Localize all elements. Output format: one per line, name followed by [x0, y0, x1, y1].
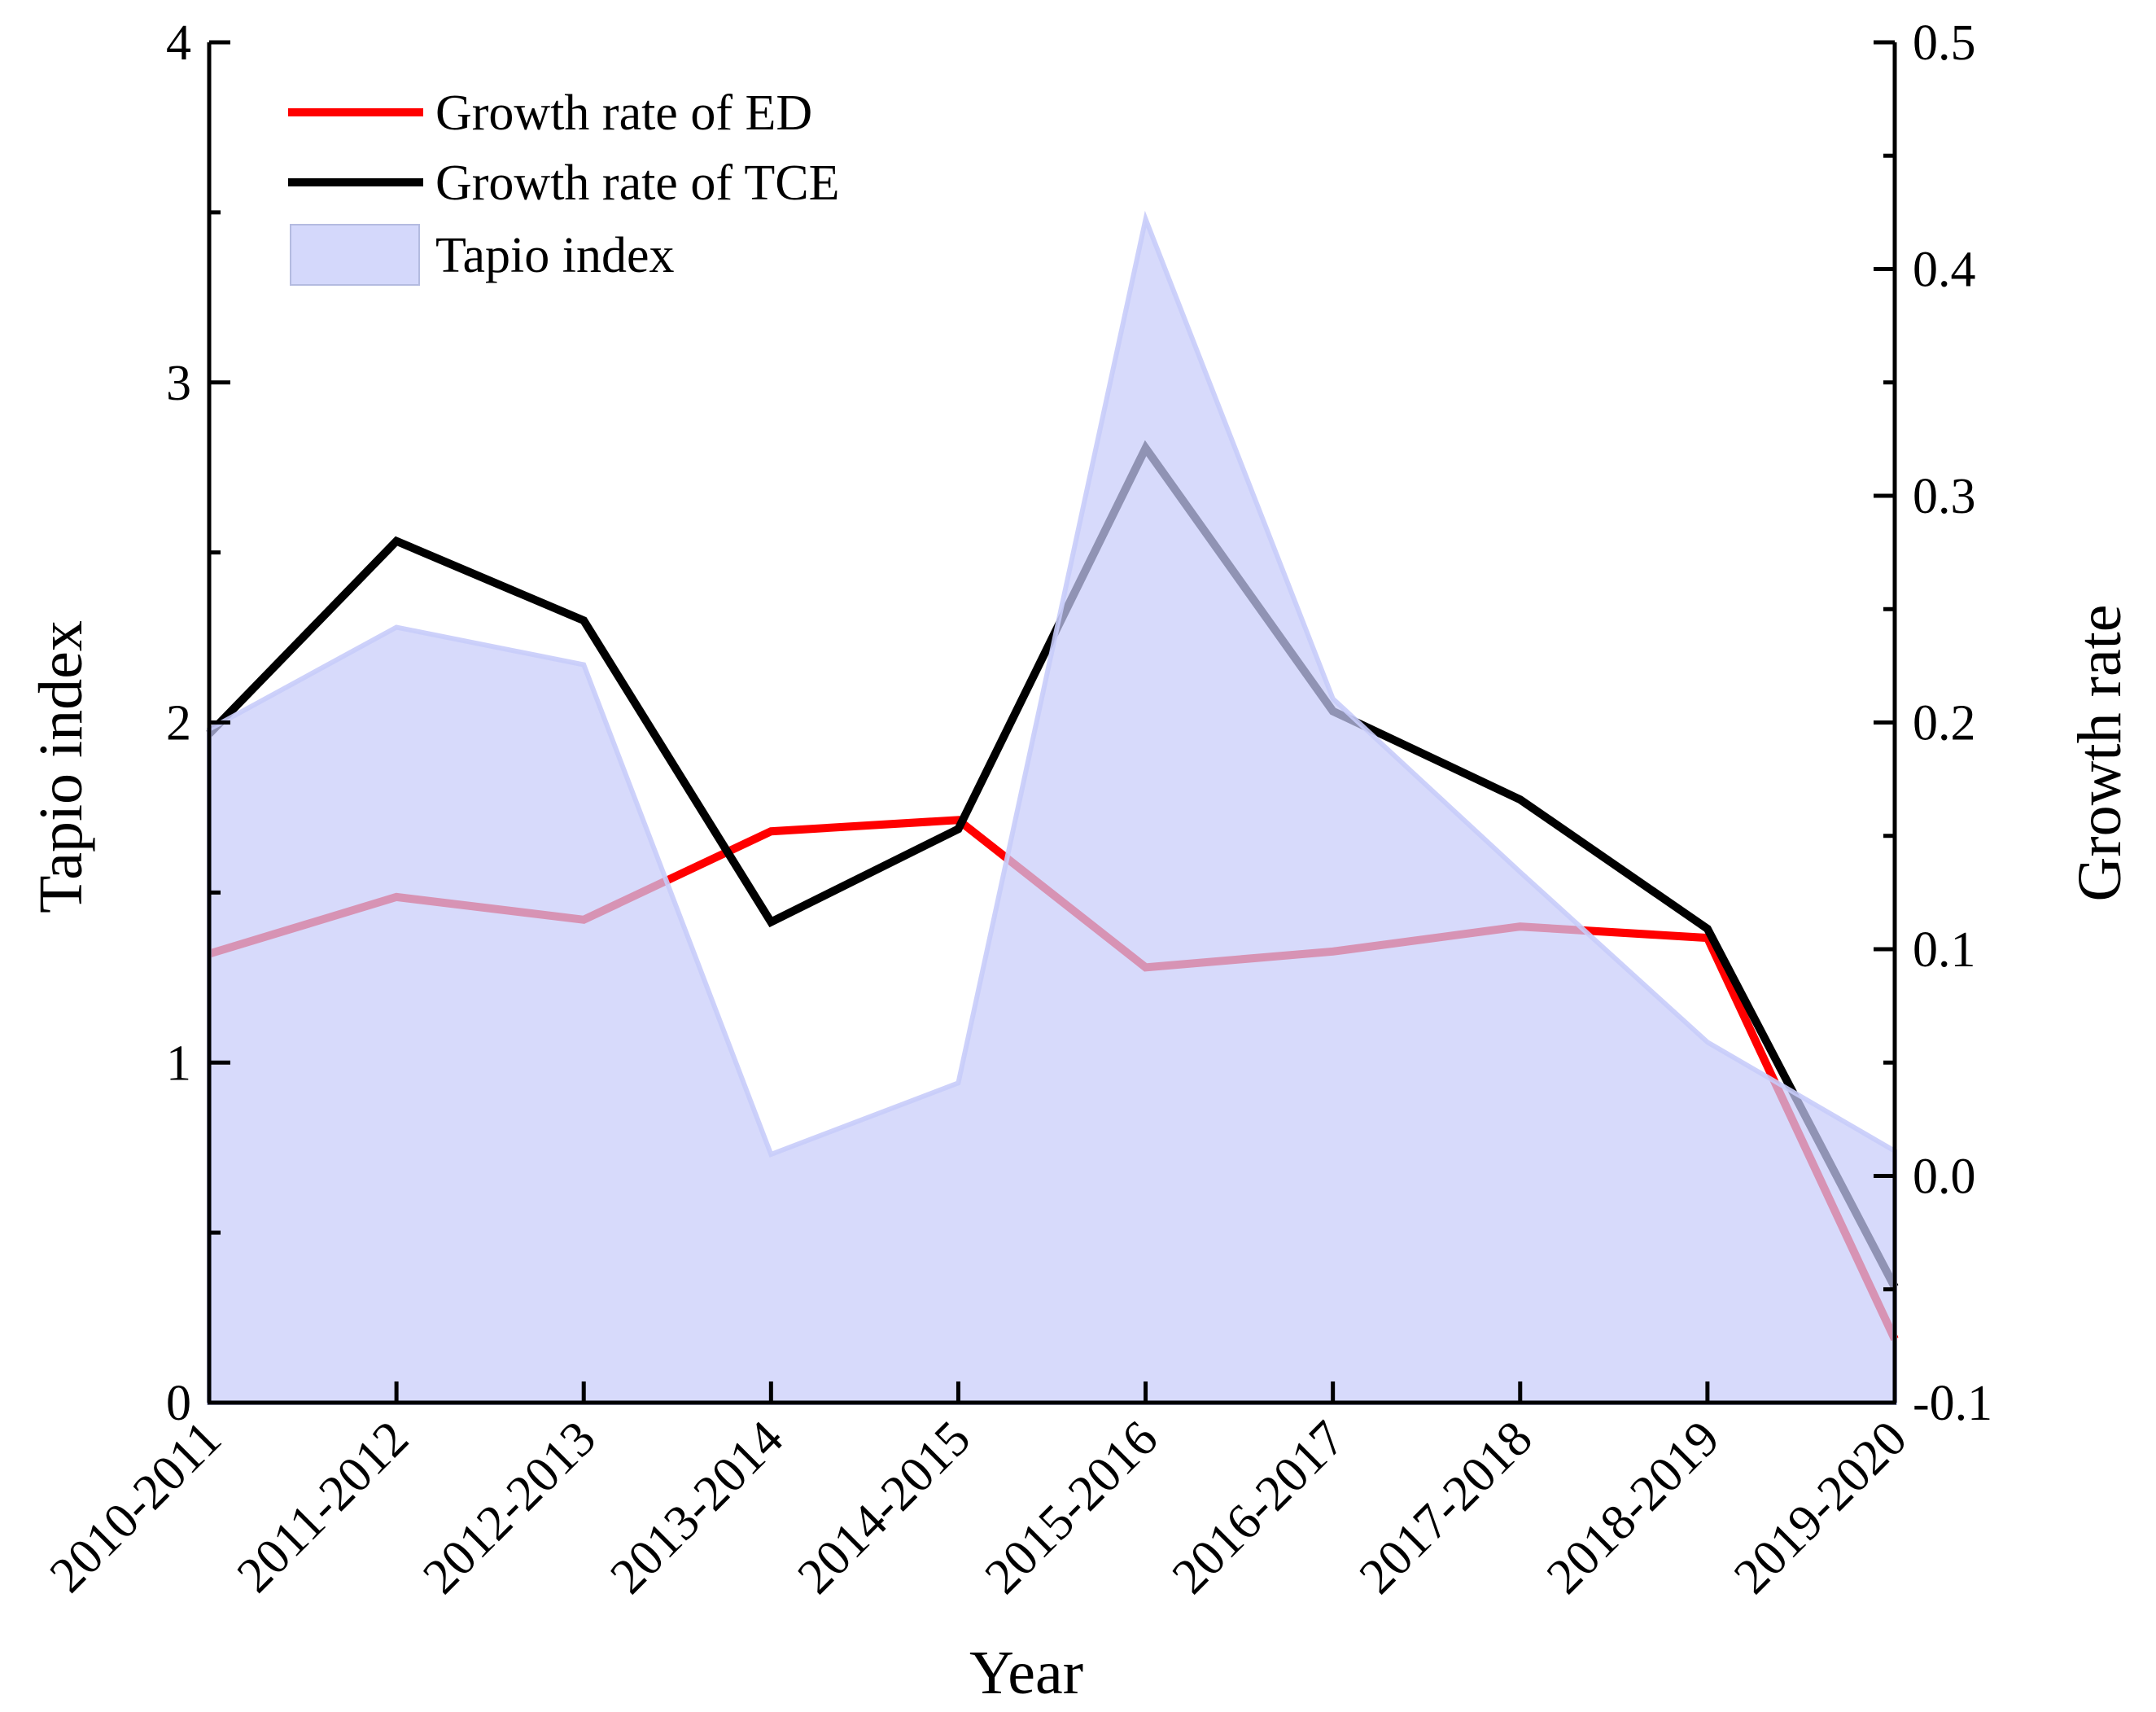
legend-swatch-tapio — [290, 224, 420, 286]
tapio-area — [207, 210, 1897, 1405]
legend-label-tce: Growth rate of TCE — [435, 155, 839, 211]
right-tick-label: 0.0 — [1913, 1149, 1976, 1205]
right-tick-label: 0.5 — [1913, 15, 1976, 71]
x-tick-label: 2010-2011 — [39, 1411, 231, 1603]
x-tick-label: 2013-2014 — [600, 1411, 794, 1605]
right-tick-label: -0.1 — [1913, 1376, 1992, 1431]
right-tick-label: 0.1 — [1913, 922, 1976, 978]
left-tick-label: 2 — [166, 696, 191, 751]
legend-label-ed: Growth rate of ED — [435, 85, 812, 141]
x-tick-label: 2012-2013 — [413, 1411, 606, 1605]
left-tick-label: 0 — [166, 1376, 191, 1431]
legend: Growth rate of ED Growth rate of TCE Tap… — [288, 85, 839, 286]
left-tick-label: 3 — [166, 356, 191, 411]
left-tick-label: 1 — [166, 1036, 191, 1091]
series-line-tce — [206, 440, 1899, 1289]
x-axis-title: Year — [969, 1639, 1083, 1707]
x-tick-label: 2014-2015 — [787, 1411, 981, 1605]
x-tick-label: 2016-2017 — [1162, 1411, 1356, 1605]
left-axis-title: Tapio index — [27, 620, 95, 913]
x-tick-label: 2019-2020 — [1724, 1411, 1918, 1605]
tapio-area-layer — [207, 210, 1897, 1405]
right-tick-label: 0.3 — [1913, 469, 1976, 524]
x-tick-label: 2011-2012 — [227, 1411, 419, 1603]
legend-label-tapio: Tapio index — [435, 228, 675, 283]
right-tick-label: 0.2 — [1913, 696, 1976, 751]
x-tick-label: 2017-2018 — [1349, 1411, 1543, 1605]
right-tick-label: 0.4 — [1913, 243, 1976, 298]
right-axis-title: Growth rate — [2066, 604, 2134, 901]
left-tick-label: 4 — [166, 15, 191, 71]
x-tick-label: 2018-2019 — [1537, 1411, 1730, 1605]
x-tick-label: 2015-2016 — [974, 1411, 1168, 1605]
